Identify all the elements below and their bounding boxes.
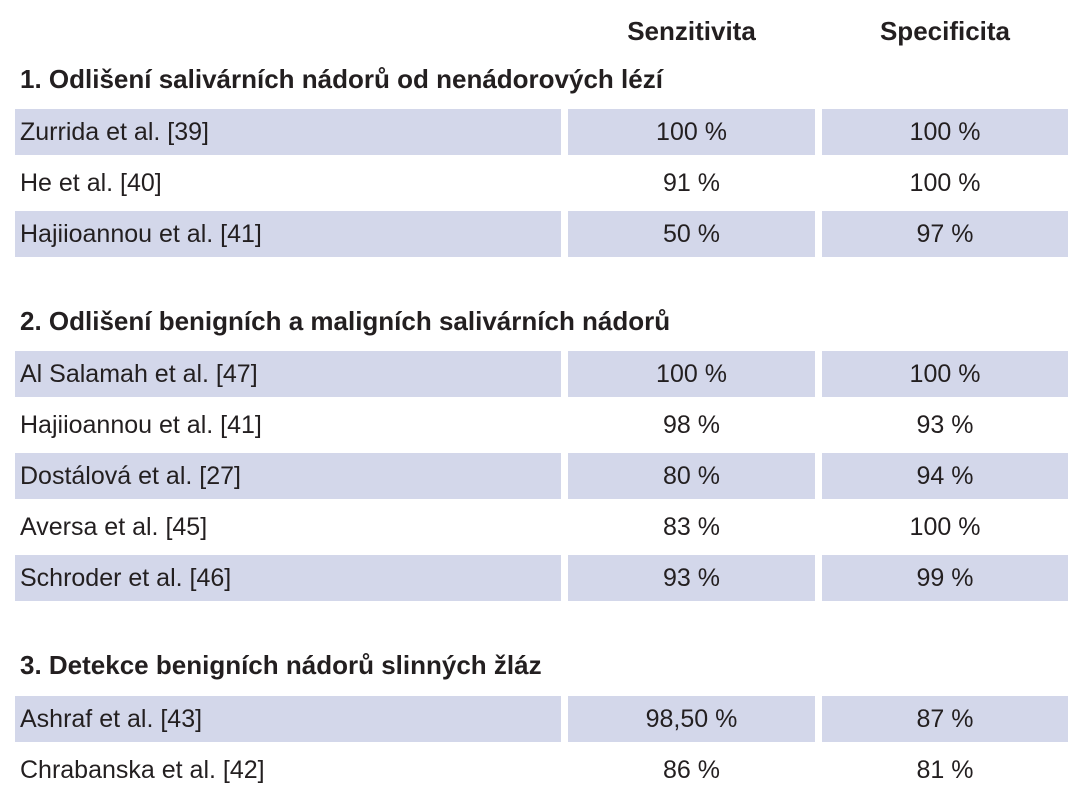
specificity-value: 100 % xyxy=(822,351,1068,397)
sensitivity-value: 91 % xyxy=(663,169,720,197)
section-title-1: 1. Odlišení salivárních nádorů od nenádo… xyxy=(20,64,663,94)
sensitivity-value: 98,50 % xyxy=(568,696,815,742)
table-row: Dostálová et al. [27] 80 % 94 % xyxy=(15,453,1073,499)
specificity-value: 81 % xyxy=(916,756,974,784)
sensitivity-value: 100 % xyxy=(568,351,815,397)
sensitivity-value: 50 % xyxy=(568,211,815,257)
study-name: Zurrida et al. [39] xyxy=(15,109,561,155)
sensitivity-value: 83 % xyxy=(663,513,720,541)
section-title-2: 2. Odlišení benigních a maligních salivá… xyxy=(20,306,671,336)
table-row: He et al. [40] 91 % 100 % xyxy=(15,160,1073,206)
specificity-value: 99 % xyxy=(822,555,1068,601)
table-row: Hajiioannou et al. [41] 50 % 97 % xyxy=(15,211,1073,257)
table-row: Hajiioannou et al. [41] 98 % 93 % xyxy=(15,402,1073,448)
table-row: Chrabanska et al. [42] 86 % 81 % xyxy=(15,747,1073,793)
table-row: Al Salamah et al. [47] 100 % 100 % xyxy=(15,351,1073,397)
specificity-value: 100 % xyxy=(822,109,1068,155)
study-name: Dostálová et al. [27] xyxy=(15,453,561,499)
specificity-value: 100 % xyxy=(909,513,981,541)
section-title-3: 3. Detekce benigních nádorů slinných žlá… xyxy=(20,650,542,680)
study-name: Hajiioannou et al. [41] xyxy=(15,211,561,257)
sensitivity-value: 93 % xyxy=(568,555,815,601)
specificity-value: 97 % xyxy=(822,211,1068,257)
sensitivity-value: 98 % xyxy=(663,411,720,439)
sensitivity-value: 80 % xyxy=(568,453,815,499)
specificity-value: 100 % xyxy=(909,169,981,197)
study-name: Hajiioannou et al. [41] xyxy=(20,411,262,439)
header-sensitivity: Senzitivita xyxy=(627,16,756,46)
study-name: He et al. [40] xyxy=(20,169,162,197)
sensitivity-value: 86 % xyxy=(663,756,720,784)
study-name: Al Salamah et al. [47] xyxy=(15,351,561,397)
table-row: Ashraf et al. [43] 98,50 % 87 % xyxy=(15,696,1073,742)
sensitivity-value: 100 % xyxy=(568,109,815,155)
table-row: Aversa et al. [45] 83 % 100 % xyxy=(15,504,1073,550)
table-row: Zurrida et al. [39] 100 % 100 % xyxy=(15,109,1073,155)
table-row: Schroder et al. [46] 93 % 99 % xyxy=(15,555,1073,601)
study-name: Chrabanska et al. [42] xyxy=(20,756,265,784)
specificity-value: 87 % xyxy=(822,696,1068,742)
column-headers: Senzitivita Specificita xyxy=(0,8,1077,48)
study-name: Aversa et al. [45] xyxy=(20,513,208,541)
header-specificity: Specificita xyxy=(879,16,1011,46)
study-name: Schroder et al. [46] xyxy=(15,555,561,601)
study-name: Ashraf et al. [43] xyxy=(15,696,561,742)
specificity-value: 94 % xyxy=(822,453,1068,499)
specificity-value: 93 % xyxy=(916,411,974,439)
